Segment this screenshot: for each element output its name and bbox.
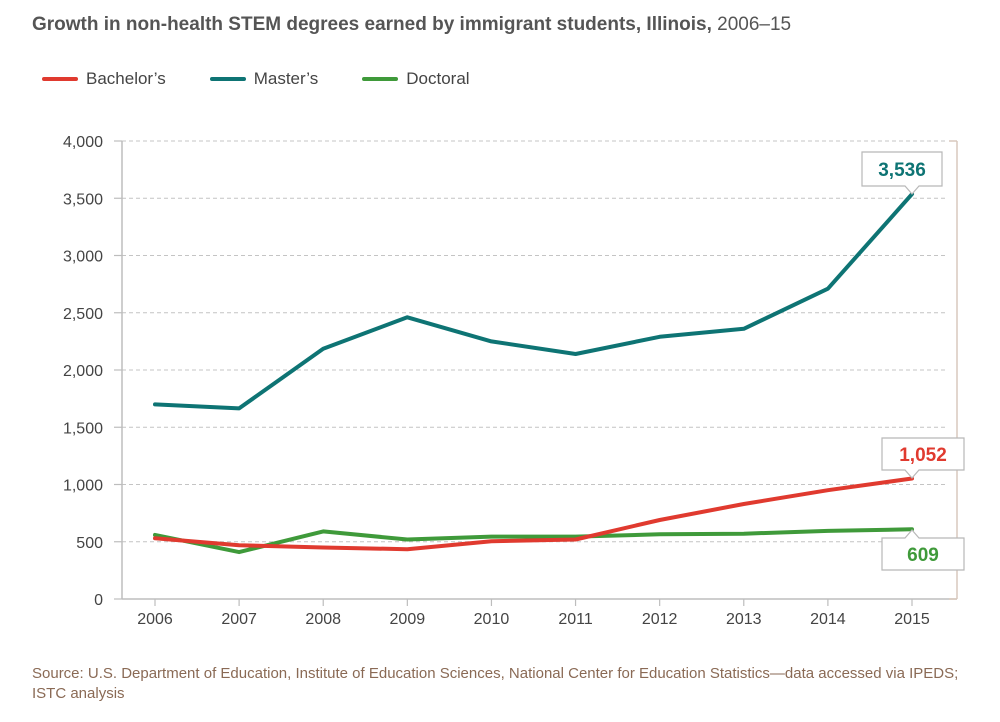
y-tick-label: 1,000 xyxy=(63,478,103,495)
callout-box xyxy=(881,437,965,479)
series-line-bachelors xyxy=(153,476,914,552)
callout-box xyxy=(881,529,965,571)
line-chart: 0 500 1,000 1,500 2,000 2,500 3,000 3,500 4,000 2… xyxy=(63,134,965,628)
legend-item-masters: Master’s xyxy=(209,69,319,89)
x-tick-label: 2008 xyxy=(305,611,341,628)
legend-swatch-bachelors xyxy=(42,77,78,81)
legend-swatch-doctoral xyxy=(362,77,399,81)
series-line-doctoral xyxy=(153,527,914,555)
x-tick-label: 2012 xyxy=(642,611,678,628)
x-tick-label: 2013 xyxy=(726,611,762,628)
legend: Bachelor’s Master’s Doctoral xyxy=(42,68,514,90)
y-tick-label: 1,500 xyxy=(63,420,103,437)
y-tick-label: 3,000 xyxy=(63,249,103,266)
data-label: 1,052 xyxy=(899,445,947,466)
y-tick-label: 0 xyxy=(94,592,103,609)
x-tick-label: 2007 xyxy=(221,611,257,628)
series-line-masters xyxy=(153,192,914,411)
x-tick-label: 2006 xyxy=(137,611,173,628)
legend-label-bachelors: Bachelor’s xyxy=(86,69,166,88)
chart-title-years: 2006–15 xyxy=(717,14,792,35)
x-tick-label: 2009 xyxy=(390,611,426,628)
legend-item-bachelors: Bachelor’s xyxy=(42,69,166,89)
y-tick-label: 2,000 xyxy=(63,363,103,380)
y-tick-label: 2,500 xyxy=(63,306,103,323)
y-tick-label: 4,000 xyxy=(63,134,103,151)
legend-item-doctoral: Doctoral xyxy=(362,69,470,89)
x-tick-label: 2015 xyxy=(894,611,930,628)
source-note: Source: U.S. Department of Education, In… xyxy=(32,665,959,702)
x-tick-label: 2011 xyxy=(558,611,593,628)
y-tick-label: 500 xyxy=(76,535,103,552)
y-tick-label: 3,500 xyxy=(63,191,103,208)
data-label: 3,536 xyxy=(878,160,926,181)
data-label: 609 xyxy=(907,545,939,566)
legend-swatch-masters xyxy=(209,77,246,81)
chart-title: Growth in non-health STEM degrees earned… xyxy=(32,14,791,36)
chart-title-main: Growth in non-health STEM degrees earned… xyxy=(32,14,712,35)
x-tick-label: 2014 xyxy=(810,611,846,628)
x-tick-label: 2010 xyxy=(474,611,510,628)
legend-label-masters: Master’s xyxy=(253,69,319,88)
callout-box xyxy=(861,151,943,195)
legend-label-doctoral: Doctoral xyxy=(406,69,470,88)
